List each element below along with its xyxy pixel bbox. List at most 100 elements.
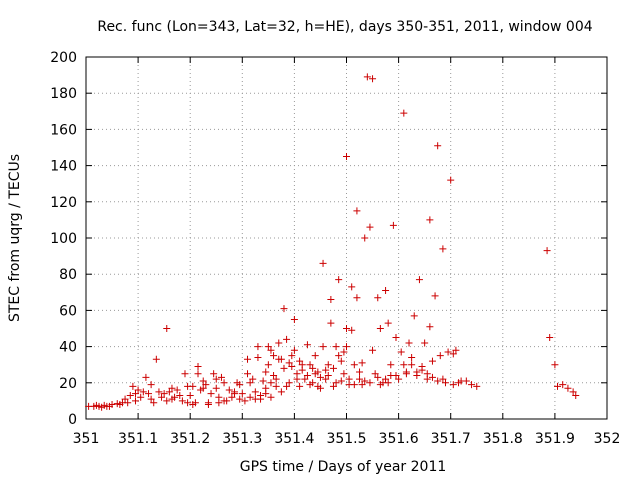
data-point <box>92 401 100 409</box>
data-point <box>371 370 379 378</box>
data-point <box>217 373 225 381</box>
data-point <box>444 348 452 356</box>
data-point <box>418 366 426 374</box>
x-tick-label: 352 <box>594 431 621 447</box>
data-point <box>129 382 137 390</box>
data-point <box>160 390 168 398</box>
y-tick-label: 140 <box>50 159 77 175</box>
data-point <box>283 335 291 343</box>
data-point <box>327 296 335 304</box>
data-point <box>131 390 139 398</box>
data-point <box>145 390 153 398</box>
data-point <box>220 379 228 387</box>
data-point <box>449 381 457 389</box>
data-point <box>270 352 278 360</box>
data-point <box>322 375 330 383</box>
data-point <box>350 361 358 369</box>
x-tick-label: 351.6 <box>379 431 419 447</box>
data-point <box>280 305 288 313</box>
data-point <box>361 377 369 385</box>
data-point <box>441 379 449 387</box>
data-point <box>353 294 361 302</box>
data-point <box>296 382 304 390</box>
data-point <box>356 375 364 383</box>
data-point <box>439 245 447 253</box>
data-point <box>251 395 259 403</box>
data-point <box>264 361 272 369</box>
data-point <box>184 382 192 390</box>
data-point <box>186 391 194 399</box>
data-point <box>267 379 275 387</box>
data-point <box>158 393 166 401</box>
data-point <box>408 361 416 369</box>
y-tick-label: 180 <box>50 86 77 102</box>
data-point <box>452 346 460 354</box>
data-point <box>358 381 366 389</box>
data-point <box>150 399 158 407</box>
data-point <box>324 361 332 369</box>
data-point <box>382 375 390 383</box>
data-point <box>194 363 202 371</box>
x-tick-label: 351.8 <box>483 431 523 447</box>
data-point <box>421 339 429 347</box>
chart-title: Rec. func (Lon=343, Lat=32, h=HE), days … <box>97 19 592 35</box>
x-axis-label: GPS time / Days of year 2011 <box>240 459 447 475</box>
data-point <box>382 286 390 294</box>
data-point <box>434 142 442 150</box>
data-point <box>340 370 348 378</box>
data-point <box>236 395 244 403</box>
data-point <box>176 391 184 399</box>
data-point <box>361 234 369 242</box>
data-point <box>428 357 436 365</box>
data-point <box>267 393 275 401</box>
data-point <box>397 348 405 356</box>
x-tick-label: 351.5 <box>326 431 366 447</box>
data-point <box>241 397 249 405</box>
data-point <box>189 401 197 409</box>
y-tick-labels: 0 20 40 60 80 100 120 140 160 180 200 <box>50 50 77 428</box>
data-point <box>131 397 139 405</box>
data-point <box>337 377 345 385</box>
data-point <box>314 382 322 390</box>
data-point <box>363 73 371 81</box>
data-point <box>319 343 327 351</box>
data-point <box>316 373 324 381</box>
data-point <box>392 334 400 342</box>
data-point <box>280 364 288 372</box>
data-point <box>272 382 280 390</box>
data-point <box>329 364 337 372</box>
data-point <box>400 109 408 117</box>
data-point <box>374 294 382 302</box>
data-point <box>105 402 113 410</box>
data-point <box>311 370 319 378</box>
data-point <box>366 379 374 387</box>
data-point <box>212 384 220 392</box>
data-point <box>301 375 309 383</box>
data-point <box>408 353 416 361</box>
data-point <box>285 379 293 387</box>
data-point <box>343 325 350 332</box>
data-point <box>246 393 254 401</box>
data-point <box>290 315 298 323</box>
data-point <box>327 319 335 327</box>
data-point <box>163 325 171 332</box>
data-point <box>335 276 343 284</box>
data-point <box>215 399 223 407</box>
data-point <box>244 355 252 363</box>
data-point <box>366 223 374 231</box>
y-tick-label: 160 <box>50 122 77 138</box>
data-point <box>468 381 476 389</box>
data-point <box>389 221 397 229</box>
data-point <box>142 373 150 381</box>
data-point <box>238 390 246 398</box>
data-point <box>257 391 265 399</box>
data-point <box>423 370 431 378</box>
data-point <box>293 375 301 383</box>
axis-ticks <box>85 56 608 420</box>
data-point <box>199 384 207 392</box>
data-point <box>348 283 356 291</box>
data-point <box>270 372 278 380</box>
data-point <box>121 395 129 403</box>
data-point <box>415 276 423 284</box>
data-point <box>194 370 202 378</box>
